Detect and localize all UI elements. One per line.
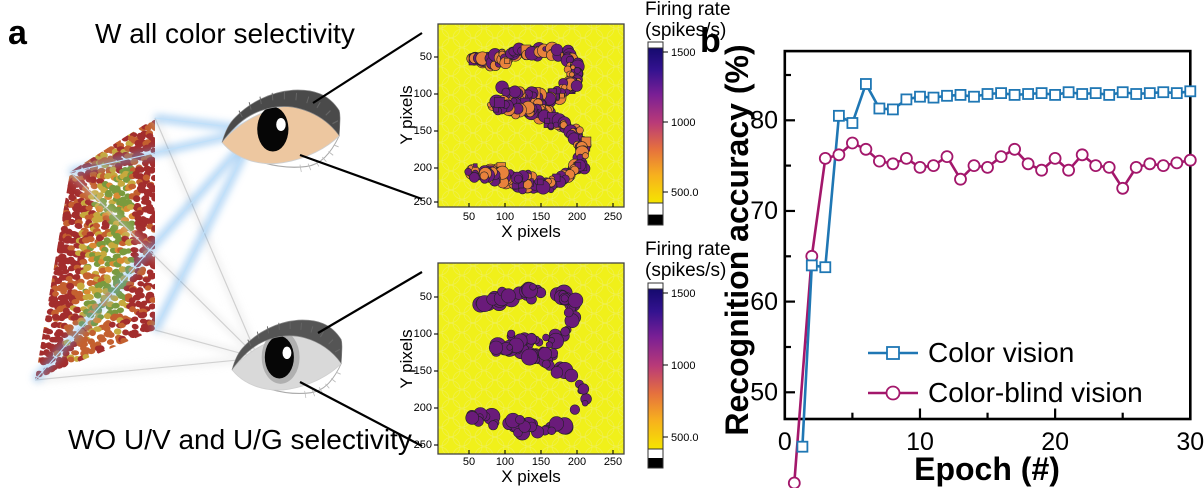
svg-text:Epoch (#): Epoch (#) [914, 451, 1060, 487]
svg-text:Color vision: Color vision [928, 337, 1074, 368]
svg-text:0: 0 [778, 428, 792, 456]
svg-text:Recognition accuracy (%): Recognition accuracy (%) [719, 44, 755, 435]
svg-text:30: 30 [1176, 428, 1204, 456]
svg-text:Color-blind vision: Color-blind vision [928, 377, 1143, 408]
